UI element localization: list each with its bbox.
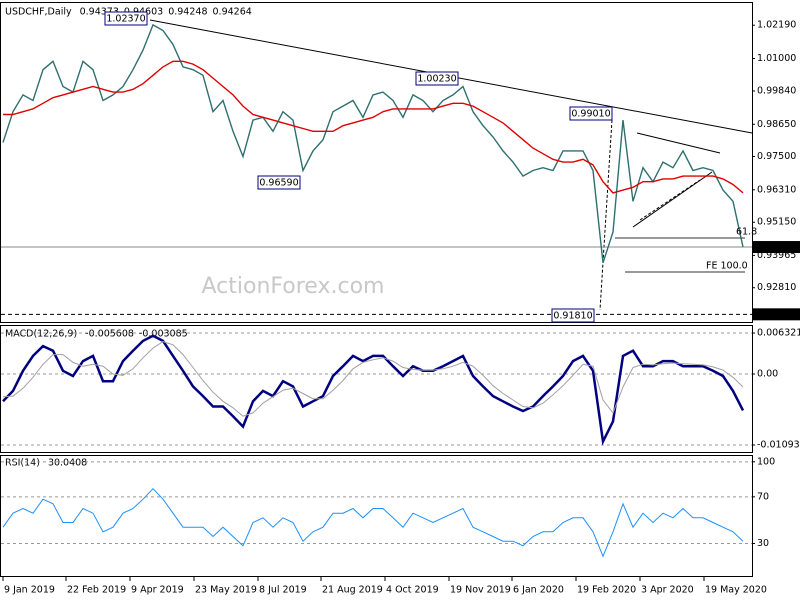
y-tick-label: 0.95150 <box>757 217 796 228</box>
y-tick-label: 0.006321 <box>757 328 800 339</box>
triangle-dashed <box>639 179 701 221</box>
annotation-label: 61.8 <box>736 227 757 238</box>
x-tick-label: 9 Apr 2019 <box>131 585 184 596</box>
annotation-box <box>257 175 301 190</box>
x-tick-label: 8 Jul 2019 <box>259 585 307 596</box>
x-tick-label: 9 Jan 2019 <box>4 585 55 596</box>
annotation-box <box>415 71 459 86</box>
price-panel <box>0 2 753 323</box>
header-value: -0.005608 <box>85 329 134 340</box>
annotation-label: 1.00230 <box>417 74 456 85</box>
annotation-label: 0.99010 <box>571 109 610 120</box>
annotation-label: 1.02370 <box>106 14 145 25</box>
series-line <box>2 487 744 558</box>
x-tick-label: 4 Oct 2019 <box>386 585 439 596</box>
series-line <box>2 341 744 417</box>
x-tick-label: 21 Aug 2019 <box>322 585 383 596</box>
panel-title: MACD(12,26,9) <box>5 329 77 340</box>
y-tick-label: 0.99840 <box>757 85 796 96</box>
panel-title: USDCHF,Daily <box>5 7 72 18</box>
y-tick-label: 0.97500 <box>757 151 796 162</box>
triangle-upper <box>636 132 721 154</box>
annotation-box <box>551 308 595 323</box>
annotation-label: 0.91810 <box>553 311 592 322</box>
x-tick-label: 23 May 2019 <box>195 585 257 596</box>
header-value: 0.94264 <box>213 7 252 18</box>
y-tick-label: 30 <box>757 538 769 549</box>
series-line <box>3 60 744 194</box>
annotation-box <box>104 11 148 26</box>
header-value: -0.003085 <box>139 329 188 340</box>
y-tick-label: 0.00 <box>757 369 778 380</box>
x-tick-label: 19 Feb 2020 <box>577 585 636 596</box>
macd-panel <box>0 325 753 453</box>
projection-dashed <box>599 119 613 311</box>
y-tick-label: 0.93965 <box>757 250 796 261</box>
x-tick-label: 22 Feb 2019 <box>67 585 126 596</box>
y-tick-label: 0.98650 <box>757 119 796 130</box>
header-value: 30.0408 <box>48 458 87 469</box>
header-value: 0.94373 <box>80 7 119 18</box>
y-tick-label: 0.92810 <box>757 282 796 293</box>
level-label: 0.91860 <box>755 309 794 320</box>
y-tick-label: 1.01000 <box>757 53 796 64</box>
y-tick-label: 70 <box>757 491 769 502</box>
series-line <box>2 23 744 264</box>
annotation-box <box>569 106 613 121</box>
level-label-bg <box>753 308 800 321</box>
y-tick-label: 100 <box>757 456 775 467</box>
x-tick-label: 3 Apr 2020 <box>641 585 694 596</box>
header-value: 0.94248 <box>168 7 207 18</box>
watermark: ActionForex.com <box>202 274 385 299</box>
series-line <box>2 334 745 446</box>
annotation-label: 0.96590 <box>259 178 298 189</box>
level-label-bg <box>753 241 800 254</box>
y-tick-label: -0.010939 <box>757 439 800 450</box>
y-tick-label: 1.02190 <box>757 20 796 31</box>
x-tick-label: 19 Nov 2019 <box>450 585 511 596</box>
x-tick-label: 6 Jan 2020 <box>513 585 564 596</box>
x-tick-label: 19 May 2020 <box>705 585 767 596</box>
annotation-label: FE 100.0 <box>706 261 748 272</box>
panel-title: RSI(14) <box>5 458 40 469</box>
level-label: 0.94264 <box>755 242 794 253</box>
y-tick-label: 0.96310 <box>757 184 796 195</box>
rsi-panel <box>0 455 753 577</box>
